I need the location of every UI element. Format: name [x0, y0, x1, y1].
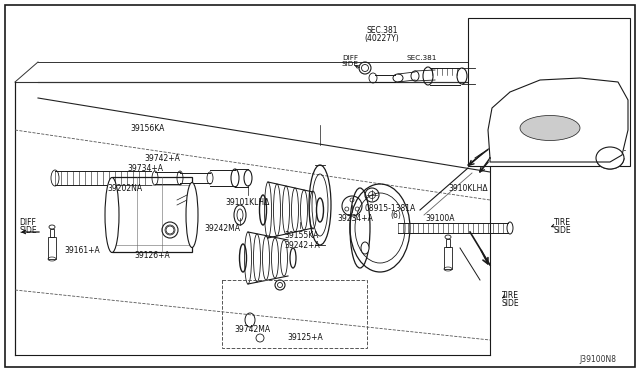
Text: 39155KA: 39155KA	[285, 231, 319, 240]
Text: 39242MA: 39242MA	[204, 224, 240, 232]
Text: 39125+A: 39125+A	[287, 334, 323, 343]
Ellipse shape	[596, 147, 624, 169]
Text: 08915-1381A: 08915-1381A	[364, 203, 415, 212]
Text: 39126+A: 39126+A	[134, 250, 170, 260]
Bar	[468, 18, 630, 166]
Text: TIRE: TIRE	[502, 291, 518, 299]
Text: 39100A: 39100A	[425, 214, 455, 222]
Text: SIDE: SIDE	[501, 298, 519, 308]
Text: (6): (6)	[390, 211, 401, 219]
Polygon shape	[488, 78, 628, 162]
Text: 39242+A: 39242+A	[284, 241, 320, 250]
Bar	[510, 95, 535, 110]
Text: DIFF: DIFF	[342, 55, 358, 61]
Text: 39156KA: 39156KA	[131, 124, 165, 132]
Text: (40227Y): (40227Y)	[365, 33, 399, 42]
Ellipse shape	[105, 177, 119, 253]
Text: SIDE: SIDE	[553, 225, 571, 234]
Bar	[444, 247, 452, 269]
Ellipse shape	[520, 115, 580, 141]
Text: 3910KLHΔ: 3910KLHΔ	[448, 183, 488, 192]
Text: 39734+A: 39734+A	[127, 164, 163, 173]
Text: J39100N8: J39100N8	[579, 356, 616, 365]
Bar	[112, 177, 192, 252]
Text: SIDE: SIDE	[19, 225, 37, 234]
Bar	[48, 237, 56, 259]
Text: 39161+A: 39161+A	[64, 246, 100, 254]
Text: SIDE: SIDE	[342, 61, 358, 67]
Text: SEC.381: SEC.381	[366, 26, 397, 35]
Text: 39202NA: 39202NA	[108, 183, 143, 192]
Text: SEC.381: SEC.381	[407, 55, 437, 61]
Text: 39742MA: 39742MA	[234, 326, 270, 334]
Bar	[222, 280, 367, 348]
Text: 39742+A: 39742+A	[144, 154, 180, 163]
Bar	[446, 239, 450, 247]
Text: 39234+A: 39234+A	[337, 214, 373, 222]
Text: TIRE: TIRE	[554, 218, 570, 227]
Text: DIFF: DIFF	[20, 218, 36, 227]
Ellipse shape	[361, 242, 369, 254]
Ellipse shape	[186, 183, 198, 247]
Text: 39101KLHΔ: 39101KLHΔ	[226, 198, 270, 206]
Bar	[50, 229, 54, 237]
